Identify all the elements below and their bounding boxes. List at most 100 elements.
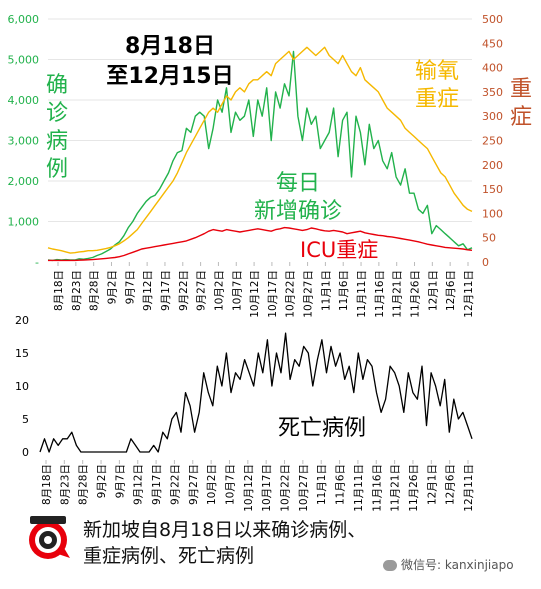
top-chart-series	[47, 46, 473, 262]
top-chart-x-axis: 8月18日 8月23日 8月28日 9月2日 9月7日 9月12日 9月17日 9月22日 9月…	[53, 262, 475, 318]
cases-series-label: 每日 新增确诊	[248, 170, 348, 226]
bottom-x-tick-label: 9月12日	[133, 464, 145, 505]
top-x-tick-label: 11月1日	[320, 270, 332, 311]
bottom-x-tick-label: 11月1日	[316, 464, 328, 505]
top-x-tick-label: 8月28日	[89, 270, 101, 311]
bottom-x-tick-label: 10月27日	[298, 464, 310, 512]
bottom-x-tick-label: 10月2日	[206, 464, 218, 505]
right-axis-tick-label: 50	[482, 232, 496, 245]
bottom-x-tick-label: 8月28日	[78, 464, 90, 505]
right-axis-title-char: 重	[510, 77, 533, 102]
right-axis-tick-label: 300	[482, 110, 503, 123]
top-x-tick-label: 9月12日	[142, 270, 154, 311]
top-x-tick-label: 10月2日	[213, 270, 225, 311]
right-axis-tick-label: 250	[482, 135, 503, 148]
footer-line-1: 新加坡自8月18日以来确诊病例、	[83, 519, 367, 541]
bottom-y-tick-label: 15	[15, 347, 29, 360]
bottom-x-tick-label: 11月21日	[390, 464, 402, 512]
right-axis-tick-label: 500	[482, 13, 503, 26]
right-axis-tick-label: 150	[482, 183, 503, 196]
top-x-tick-label: 10月12日	[249, 270, 261, 318]
bottom-x-tick-label: 11月11日	[353, 464, 365, 512]
bottom-x-tick-label: 11月26日	[408, 464, 420, 512]
icu-series-line	[48, 226, 473, 262]
top-x-tick-label: 12月11日	[463, 270, 475, 318]
oxygen-series-line	[47, 46, 473, 254]
right-axis-tick-label: 100	[482, 207, 503, 220]
right-axis-title-char: 症	[510, 105, 533, 130]
bottom-y-tick-label: 10	[15, 380, 29, 393]
cases-label-line-1: 每日	[275, 171, 320, 196]
chart-title-line-2: 至12月15日	[106, 64, 234, 89]
left-axis-title-char: 病	[46, 129, 69, 154]
cases-series-line	[47, 50, 473, 262]
bottom-x-tick-label: 9月17日	[151, 464, 163, 505]
bottom-x-tick-label: 8月18日	[41, 464, 53, 505]
chart-title-line-1: 8月18日	[125, 34, 215, 59]
top-chart-left-axis: - 1,000 2,000 3,000 4,000 5,000 6,000	[8, 13, 40, 269]
top-x-tick-label: 12月6日	[445, 270, 457, 311]
oxygen-label-line-1: 输氧	[415, 59, 460, 84]
left-axis-tick-label: 3,000	[8, 135, 40, 148]
top-chart-grid	[48, 18, 472, 222]
top-x-tick-label: 12月1日	[427, 270, 439, 311]
icu-series-label: ICU重症	[300, 238, 379, 262]
bottom-x-tick-label: 11月6日	[335, 464, 347, 505]
right-axis-tick-label: 350	[482, 86, 503, 99]
bottom-chart-x-axis: 8月18日 8月23日 8月28日 9月2日 9月7日 9月12日 9月17日 9月22日 9月…	[41, 460, 475, 512]
top-x-tick-label: 9月2日	[106, 270, 118, 304]
bottom-x-tick-label: 9月2日	[96, 464, 108, 498]
left-axis-title-char: 诊	[46, 101, 69, 126]
top-x-tick-label: 11月21日	[392, 270, 404, 318]
wechat-id: 微信号: kanxinjiapo	[383, 556, 514, 573]
top-x-tick-label: 11月26日	[410, 270, 422, 318]
left-axis-title-char: 例	[46, 157, 69, 182]
bottom-x-tick-label: 10月22日	[280, 464, 292, 512]
wechat-icon	[383, 560, 397, 571]
right-axis-tick-label: 200	[482, 159, 503, 172]
top-x-tick-label: 9月22日	[178, 270, 190, 311]
bottom-chart-y-axis: 0 5 10 15 20	[15, 314, 29, 459]
left-axis-tick-label: 1,000	[8, 216, 40, 229]
deaths-series-line	[39, 332, 473, 453]
top-x-tick-label: 10月7日	[231, 270, 243, 311]
bottom-x-tick-label: 10月17日	[261, 464, 273, 512]
top-x-tick-label: 9月7日	[124, 270, 136, 304]
bottom-x-tick-label: 8月23日	[59, 464, 71, 505]
top-x-tick-label: 11月11日	[356, 270, 368, 318]
right-axis-tick-label: 450	[482, 37, 503, 50]
bottom-y-tick-label: 0	[22, 446, 29, 459]
footer-line-2: 重症病例、死亡病例	[83, 545, 255, 567]
top-x-tick-label: 10月22日	[285, 270, 297, 318]
logo	[26, 514, 74, 562]
left-axis-title: 确 诊 病 例	[46, 72, 70, 184]
cases-label-line-2: 新增确诊	[253, 199, 342, 224]
bottom-x-tick-label: 11月16日	[371, 464, 383, 512]
left-axis-tick-label: 6,000	[8, 13, 40, 26]
left-axis-tick-label: 4,000	[8, 94, 40, 107]
bottom-chart-series	[39, 332, 473, 453]
left-axis-tick-label: -	[35, 256, 39, 269]
bottom-x-tick-label: 9月22日	[169, 464, 181, 505]
bottom-x-tick-label: 12月11日	[463, 464, 475, 512]
left-axis-title-char: 确	[46, 73, 69, 98]
chart-title: 8月18日 至12月15日	[95, 32, 245, 92]
top-x-tick-label: 9月17日	[160, 270, 172, 311]
logo-icon	[29, 516, 70, 559]
oxygen-series-label: 输氧 重症	[415, 58, 459, 114]
left-axis-tick-label: 2,000	[8, 175, 40, 188]
bottom-x-tick-label: 10月7日	[224, 464, 236, 505]
right-axis-tick-label: 400	[482, 62, 503, 75]
bottom-x-tick-label: 9月7日	[114, 464, 126, 498]
bottom-x-tick-label: 12月1日	[426, 464, 438, 505]
top-x-tick-label: 8月23日	[71, 270, 83, 311]
bottom-x-tick-label: 10月12日	[243, 464, 255, 512]
oxygen-label-line-2: 重症	[415, 87, 460, 112]
bottom-y-tick-label: 20	[15, 314, 29, 327]
bottom-y-tick-label: 5	[22, 413, 29, 426]
top-x-tick-label: 11月16日	[374, 270, 386, 318]
top-x-tick-label: 10月27日	[303, 270, 315, 318]
top-chart-right-axis: 0 50 100 150 200 250 300 350 400 450 500	[482, 13, 503, 269]
bottom-x-tick-label: 12月6日	[445, 464, 457, 505]
